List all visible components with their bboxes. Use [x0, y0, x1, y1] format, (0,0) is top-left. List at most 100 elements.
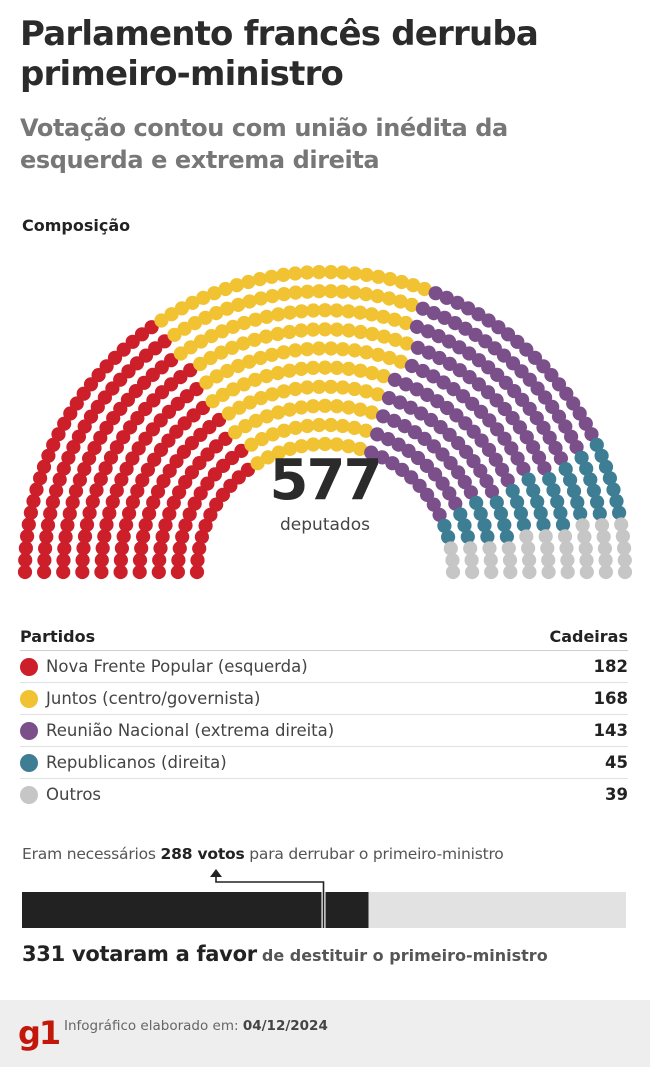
seat-dot	[300, 284, 315, 299]
seat-dot	[335, 418, 350, 434]
seat-dot	[229, 278, 244, 293]
seat-dot	[537, 461, 552, 476]
seat-dot	[172, 541, 187, 556]
seat-dot	[482, 541, 497, 556]
seat-dot	[471, 307, 486, 322]
seat-dot	[41, 448, 56, 463]
seat-dot	[420, 387, 435, 402]
vote-progress-bar	[22, 869, 626, 928]
page-subtitle: Votação contou com união inédita da esqu…	[20, 114, 508, 174]
seats-header: Cadeiras	[549, 626, 628, 646]
seat-dot	[294, 439, 309, 454]
seat-dot	[21, 517, 36, 532]
seat-dot	[253, 350, 268, 366]
seat-dot	[203, 507, 218, 522]
seat-dot	[247, 332, 262, 347]
seat-dot	[294, 304, 309, 319]
votes-needed-value: 288 votos	[160, 845, 245, 863]
seat-dot	[457, 518, 472, 533]
seat-dot	[300, 418, 315, 434]
seat-dot	[198, 518, 213, 533]
seat-dot	[473, 506, 488, 521]
seat-dot	[228, 425, 243, 440]
seat-dot	[352, 441, 368, 456]
seat-dot	[265, 387, 280, 402]
credit-text: Infográfico elaborado em: 04/12/2024	[64, 1018, 328, 1034]
seat-dot	[114, 541, 129, 556]
seat-dot	[329, 303, 344, 318]
seat-dot	[365, 366, 380, 381]
seat-dot	[300, 265, 315, 280]
seat-dot	[505, 483, 520, 499]
seat-dot	[439, 290, 454, 305]
seat-dot	[426, 306, 441, 321]
seat-dot	[353, 305, 368, 320]
seat-dot	[597, 541, 613, 556]
seat-dot	[151, 564, 166, 580]
seat-dot	[473, 463, 488, 478]
seat-dot	[526, 483, 541, 498]
seat-dot	[113, 564, 128, 580]
seat-dot	[404, 358, 419, 374]
seat-dot	[533, 506, 548, 521]
seat-dot	[46, 437, 61, 452]
seat-dot	[516, 517, 532, 532]
seat-dot	[388, 332, 403, 347]
seat-dot	[329, 399, 344, 414]
seat-dot	[282, 305, 297, 320]
seat-dot	[244, 437, 259, 452]
seat-dot	[29, 482, 44, 497]
seat-dot	[276, 345, 291, 360]
seat-dot	[171, 553, 186, 568]
seat-dot	[341, 323, 356, 338]
seat-dot	[265, 427, 280, 442]
seat-dot	[426, 369, 441, 384]
seat-dot	[463, 485, 478, 500]
seat-dot	[493, 506, 508, 521]
party-name: Reunião Nacional (extrema direita)	[46, 721, 335, 740]
seat-dot	[579, 461, 594, 476]
g1-logo: g1	[18, 1014, 61, 1052]
seat-dot	[135, 473, 150, 488]
seat-dot	[312, 284, 327, 299]
seat-dot	[215, 324, 230, 339]
seat-dot	[370, 387, 385, 402]
seat-dot	[174, 301, 189, 316]
seat-dot	[376, 409, 391, 424]
seat-dot	[526, 440, 541, 455]
seat-dot	[553, 451, 569, 466]
seat-dot	[39, 529, 54, 544]
seat-dot	[590, 495, 605, 510]
seat-dot	[460, 529, 475, 544]
seat-dot	[154, 313, 169, 328]
seat-dot	[335, 284, 350, 299]
seat-dot	[66, 440, 81, 455]
seat-dot	[583, 472, 598, 487]
seat-dot	[329, 322, 344, 337]
seat-dot	[294, 400, 309, 415]
seat-dot	[432, 350, 447, 366]
party-name: Juntos (centro/governista)	[46, 689, 261, 708]
seat-dot	[531, 450, 547, 465]
seat-dot	[140, 462, 155, 477]
seat-dot	[586, 483, 602, 498]
seat-dot	[376, 309, 391, 324]
seat-dot	[387, 372, 402, 387]
seat-dot	[20, 529, 35, 544]
seat-dot	[158, 518, 173, 533]
party-color-dot	[20, 689, 38, 708]
seat-dot	[182, 507, 197, 522]
seat-dot	[428, 286, 443, 301]
seat-dot	[602, 471, 618, 486]
seat-dot	[253, 291, 268, 306]
seat-dot	[306, 399, 321, 414]
seat-dot	[341, 439, 356, 454]
seat-dot	[132, 553, 148, 568]
seat-dot	[598, 564, 614, 580]
seat-dot	[76, 541, 91, 556]
seat-dot	[57, 416, 72, 431]
seat-dot	[397, 419, 412, 434]
seat-dot	[375, 450, 390, 465]
seat-dot	[615, 529, 631, 544]
seat-dot	[560, 553, 575, 568]
